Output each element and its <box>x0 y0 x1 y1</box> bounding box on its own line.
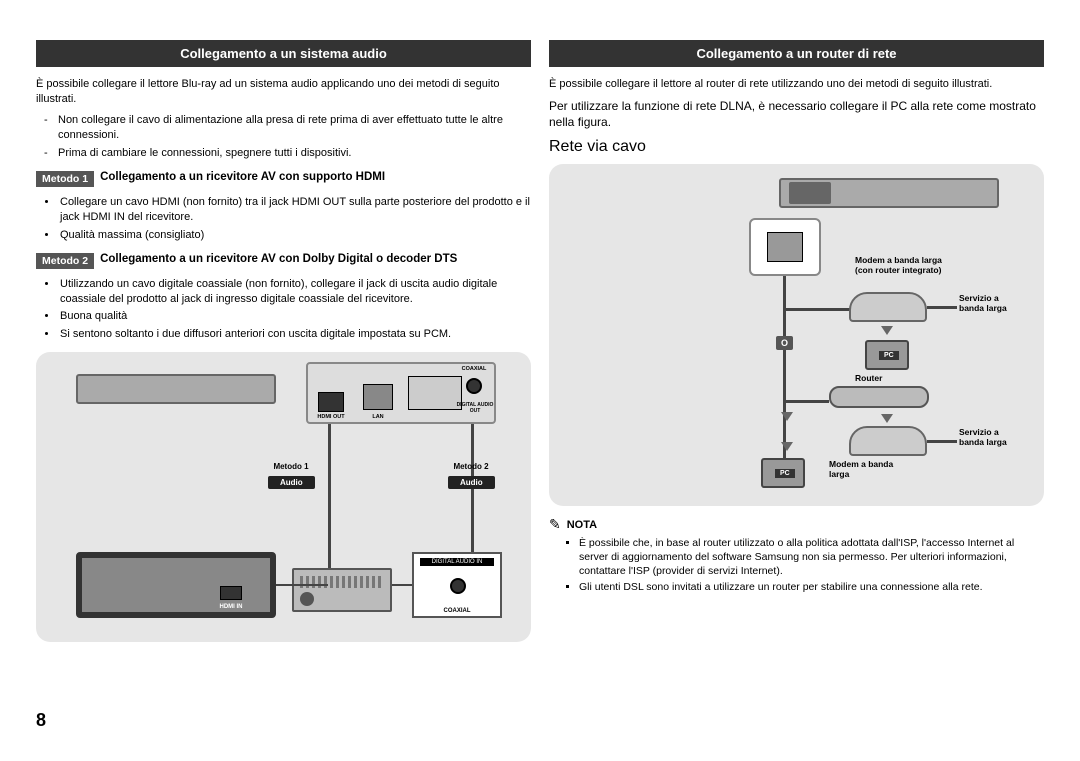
audio-diagram: HDMI OUT LAN COAXIAL DIGITAL AUDIO OUT M… <box>36 352 531 642</box>
note-list: È possibile che, in base al router utili… <box>549 537 1044 595</box>
dlna-text: Per utilizzare la funzione di rete DLNA,… <box>549 98 1044 130</box>
left-section-header: Collegamento a un sistema audio <box>36 40 531 67</box>
method1-row: Metodo 1 Collegamento a un ricevitore AV… <box>36 171 531 187</box>
note-icon: ✎ <box>549 516 561 533</box>
coaxial-top: COAXIAL <box>456 366 492 372</box>
modem-router-label: Modem a banda larga (con router integrat… <box>855 256 975 276</box>
m1-bullets: Collegare un cavo HDMI (non fornito) tra… <box>36 195 531 243</box>
dash-list: Non collegare il cavo di alimentazione a… <box>36 113 531 162</box>
dash-item: Non collegare il cavo di alimentazione a… <box>58 113 531 143</box>
audio-tag-2: Audio <box>448 476 495 489</box>
method2-title: Collegamento a un ricevitore AV con Dolb… <box>100 253 457 265</box>
subheading: Rete via cavo <box>549 138 1044 156</box>
page-number: 8 <box>36 710 46 731</box>
method2-row: Metodo 2 Collegamento a un ricevitore AV… <box>36 253 531 269</box>
audio-tag-1: Audio <box>268 476 315 489</box>
coaxial-bot: COAXIAL <box>414 608 500 614</box>
right-intro: È possibile collegare il lettore al rout… <box>549 77 1044 92</box>
network-diagram: O Modem a banda larga (con router integr… <box>549 164 1044 506</box>
note-item: Gli utenti DSL sono invitati a utilizzar… <box>579 581 1044 595</box>
method2-tag: Metodo 2 <box>36 253 94 269</box>
left-intro: È possibile collegare il lettore Blu-ray… <box>36 77 531 107</box>
method1-title: Collegamento a un ricevitore AV con supp… <box>100 171 385 183</box>
o-badge: O <box>776 336 793 350</box>
nota-row: ✎ NOTA <box>549 516 1044 533</box>
right-column: Collegamento a un router di rete È possi… <box>549 40 1044 642</box>
method1-tag: Metodo 1 <box>36 171 94 187</box>
m2-label: Metodo 2 <box>446 462 496 471</box>
nota-label: NOTA <box>567 519 597 531</box>
note-item: È possibile che, in base al router utili… <box>579 537 1044 578</box>
digital-audio-in: DIGITAL AUDIO IN <box>420 558 494 566</box>
dash-item: Prima di cambiare le connessioni, spegne… <box>58 146 531 161</box>
m2-bullets: Utilizzando un cavo digitale coassiale (… <box>36 277 531 342</box>
list-item: Utilizzando un cavo digitale coassiale (… <box>58 277 531 307</box>
hdmi-in-label: HDMI IN <box>208 604 254 610</box>
right-section-header: Collegamento a un router di rete <box>549 40 1044 67</box>
list-item: Collegare un cavo HDMI (non fornito) tra… <box>58 195 531 225</box>
digital-audio-out: DIGITAL AUDIO OUT <box>452 402 498 414</box>
modem-label: Modem a banda larga <box>829 460 919 480</box>
lan-label: LAN <box>363 414 393 420</box>
list-item: Si sentono soltanto i due diffusori ante… <box>58 327 531 342</box>
m1-label: Metodo 1 <box>266 462 316 471</box>
pc-tag-1: PC <box>879 351 899 360</box>
list-item: Buona qualità <box>58 309 531 324</box>
servizio-label-2: Servizio a banda larga <box>959 428 1029 448</box>
hdmi-out-label: HDMI OUT <box>314 414 348 420</box>
router-label: Router <box>855 374 915 384</box>
servizio-label-1: Servizio a banda larga <box>959 294 1029 314</box>
list-item: Qualità massima (consigliato) <box>58 228 531 243</box>
left-column: Collegamento a un sistema audio È possib… <box>36 40 531 642</box>
pc-tag-2: PC <box>775 469 795 478</box>
